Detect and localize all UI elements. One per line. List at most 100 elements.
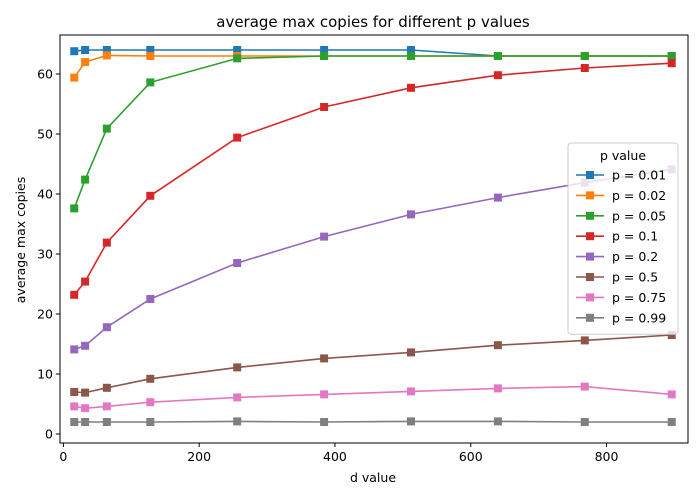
data-point xyxy=(146,78,155,87)
data-point xyxy=(667,59,676,68)
data-point xyxy=(320,390,329,399)
legend-label: p = 0.5 xyxy=(612,270,658,285)
legend-swatch-marker xyxy=(586,252,594,261)
series-line xyxy=(74,334,672,394)
data-point xyxy=(493,384,502,393)
legend-label: p = 0.02 xyxy=(612,188,666,203)
series-line xyxy=(74,385,672,410)
legend-item: p = 0.99 xyxy=(576,310,666,325)
legend-swatch-marker xyxy=(586,273,594,281)
data-point xyxy=(70,204,79,213)
data-point xyxy=(407,387,416,396)
data-point xyxy=(102,402,111,411)
legend-swatch-marker xyxy=(586,232,594,241)
data-point xyxy=(146,418,155,426)
data-point xyxy=(233,133,242,142)
data-point xyxy=(233,393,242,402)
data-point xyxy=(81,341,90,350)
legend: p value p = 0.01 p = 0.02 p = 0.05 p = 0.1 p … xyxy=(567,142,679,335)
legend-item: p = 0.02 xyxy=(576,188,666,203)
data-point xyxy=(70,402,79,411)
data-point xyxy=(102,418,111,426)
data-point xyxy=(233,54,242,63)
legend-item: p = 0.2 xyxy=(576,249,658,264)
series-line xyxy=(73,55,672,209)
series-line xyxy=(74,168,672,351)
data-point xyxy=(580,382,589,391)
legend-swatch-marker xyxy=(586,171,594,179)
y-axis-label: average max copies xyxy=(13,177,28,303)
y-tick-label: 40 xyxy=(37,187,53,202)
data-point xyxy=(320,354,329,363)
plot-frame xyxy=(59,34,689,444)
legend-label: p = 0.05 xyxy=(612,208,666,223)
series-p-0.1 xyxy=(70,59,676,299)
data-point xyxy=(493,193,502,202)
data-point xyxy=(407,46,416,54)
data-point xyxy=(407,52,416,60)
data-point xyxy=(102,323,111,332)
y-tick-label: 20 xyxy=(37,307,53,322)
data-point xyxy=(81,388,90,397)
data-point xyxy=(233,46,242,54)
x-tick-label: 600 xyxy=(459,449,483,464)
data-point xyxy=(407,417,416,426)
x-tick-label: 200 xyxy=(187,449,211,464)
data-point xyxy=(70,388,79,396)
data-point xyxy=(667,331,676,339)
data-point xyxy=(146,46,155,54)
x-axis: 0 200 400 600 800 xyxy=(59,443,619,464)
data-point xyxy=(407,210,416,219)
legend-item: p = 0.1 xyxy=(576,229,658,244)
data-point xyxy=(102,238,111,247)
data-point xyxy=(407,348,416,357)
data-point xyxy=(320,103,329,111)
data-point xyxy=(70,47,79,56)
chart-title: average max copies for different p value… xyxy=(216,13,530,31)
legend-item: p = 0.5 xyxy=(576,270,658,285)
data-point xyxy=(580,64,589,72)
data-point xyxy=(102,51,111,60)
legend-item: p = 0.75 xyxy=(576,290,666,305)
series-line xyxy=(73,62,672,296)
data-point xyxy=(320,52,329,60)
data-point xyxy=(407,83,416,92)
data-point xyxy=(70,290,79,299)
legend-label: p = 0.1 xyxy=(612,229,658,244)
series-line xyxy=(74,420,672,423)
data-point xyxy=(233,417,242,426)
data-point xyxy=(233,363,242,372)
y-tick-label: 10 xyxy=(37,367,53,382)
data-point xyxy=(81,404,90,413)
legend-swatch-marker xyxy=(586,293,594,302)
legend-title: p value xyxy=(600,148,646,163)
data-point xyxy=(493,417,502,426)
y-tick-label: 60 xyxy=(37,67,53,82)
data-point xyxy=(493,71,502,80)
data-point xyxy=(320,232,329,241)
legend-label: p = 0.75 xyxy=(612,290,666,305)
data-point xyxy=(667,390,676,399)
legend-box xyxy=(567,142,679,335)
data-point xyxy=(580,418,589,426)
legend-item: p = 0.01 xyxy=(576,168,666,183)
data-point xyxy=(320,418,329,426)
y-tick-label: 30 xyxy=(37,247,53,262)
data-point xyxy=(146,374,155,383)
series-p-0.5 xyxy=(70,331,676,397)
x-tick-label: 400 xyxy=(323,449,347,464)
series-p-0.05 xyxy=(70,52,676,213)
data-point xyxy=(70,345,79,354)
y-tick-label: 0 xyxy=(45,427,53,442)
data-point xyxy=(70,418,79,426)
data-point xyxy=(146,295,155,303)
data-point xyxy=(146,398,155,407)
legend-swatch-marker xyxy=(586,191,594,200)
data-point xyxy=(667,52,676,60)
x-axis-label: d value xyxy=(350,470,396,485)
x-tick-label: 800 xyxy=(595,449,619,464)
legend-label: p = 0.01 xyxy=(612,168,666,183)
series-p-0.99 xyxy=(70,417,676,426)
data-point xyxy=(81,277,90,286)
